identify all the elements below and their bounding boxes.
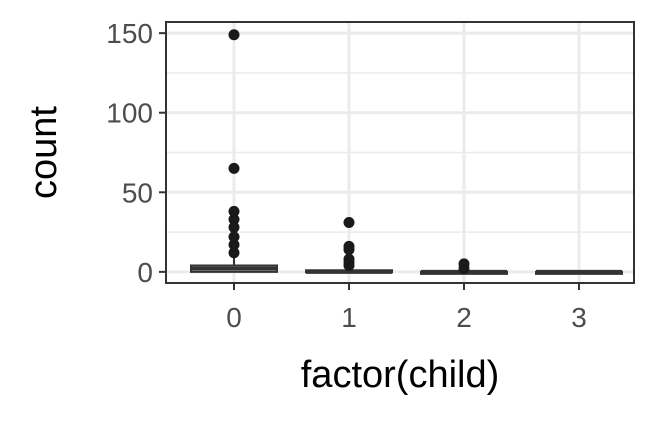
boxes xyxy=(190,255,623,275)
outlier-points xyxy=(228,29,470,275)
x-tick-label: 3 xyxy=(571,302,587,333)
box-3 xyxy=(535,269,623,275)
outlier-point xyxy=(228,205,240,217)
y-tick-label: 100 xyxy=(106,98,153,129)
outlier-point xyxy=(228,239,240,251)
x-tick-label: 1 xyxy=(341,302,357,333)
y-axis-title: count xyxy=(23,106,65,199)
outlier-point xyxy=(228,162,240,174)
outlier-point xyxy=(228,221,240,233)
outlier-point xyxy=(458,263,470,275)
outlier-point xyxy=(343,244,355,256)
outlier-point xyxy=(228,247,240,259)
axes: 0 50 100 150 0 1 2 3 xyxy=(106,18,587,333)
outlier-point xyxy=(228,231,240,243)
outlier-point xyxy=(343,259,355,271)
y-tick-label: 50 xyxy=(122,177,153,208)
x-tick-label: 2 xyxy=(456,302,472,333)
box-0 xyxy=(190,255,278,273)
outlier-point xyxy=(228,213,240,225)
panel-border xyxy=(165,21,635,284)
x-axis-title: factor(child) xyxy=(301,354,500,396)
y-tick-label: 150 xyxy=(106,18,153,49)
x-tick-label: 0 xyxy=(226,302,242,333)
outlier-point xyxy=(228,29,240,41)
outlier-point xyxy=(343,217,355,229)
y-tick-label: 0 xyxy=(137,257,153,288)
